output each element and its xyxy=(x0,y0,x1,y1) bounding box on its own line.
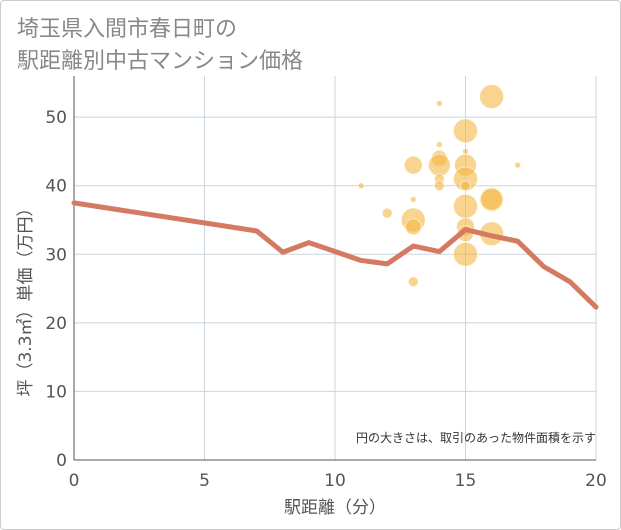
x-tick-label: 0 xyxy=(69,471,80,491)
y-tick-label: 0 xyxy=(56,451,67,471)
chart-title-line2: 駅距離別中古マンション価格 xyxy=(17,49,304,74)
bubble-point xyxy=(407,276,419,288)
bubble-point xyxy=(480,187,504,211)
x-tick-label: 10 xyxy=(324,471,346,491)
chart-title-line1: 埼玉県入間市春日町の xyxy=(17,17,238,42)
bubble-point xyxy=(357,182,365,190)
bubble-point xyxy=(404,218,422,236)
bubble-series xyxy=(357,84,522,288)
bubble-point xyxy=(381,207,393,219)
bubble-point xyxy=(427,153,451,177)
trend-line xyxy=(71,200,599,310)
x-axis-label: 駅距離（分） xyxy=(284,498,386,518)
bubble-point xyxy=(514,161,522,169)
x-tick-label: 20 xyxy=(585,471,607,491)
y-axis-label: 坪（3.3㎡）単価（万円） xyxy=(16,199,36,396)
size-annotation: 円の大きさは、取引のあった物件面積を示す xyxy=(356,430,596,445)
tick-labels: 0 5 10 15 20 0 10 20 30 40 50 xyxy=(45,108,606,491)
grid-lines xyxy=(73,76,597,461)
bubble-point xyxy=(453,241,478,267)
chart-title: 埼玉県入間市春日町の 駅距離別中古マンション価格 xyxy=(17,14,303,78)
trend-series xyxy=(71,200,599,310)
bubble-point xyxy=(433,180,445,192)
bubble-point xyxy=(460,180,471,192)
y-tick-label: 40 xyxy=(45,177,67,197)
x-tick-label: 5 xyxy=(199,471,210,491)
bubble-point xyxy=(453,193,478,219)
bubble-point xyxy=(403,155,423,175)
bubble-point xyxy=(453,118,478,144)
y-tick-label: 50 xyxy=(45,108,67,128)
bubble-point xyxy=(479,84,505,110)
bubble-point xyxy=(462,147,469,155)
y-tick-label: 10 xyxy=(45,382,67,402)
y-tick-label: 20 xyxy=(45,314,67,334)
x-tick-label: 15 xyxy=(455,471,477,491)
bubble-point xyxy=(435,99,443,107)
bubble-point xyxy=(409,195,417,203)
y-tick-label: 30 xyxy=(45,245,67,265)
bubble-point xyxy=(435,141,443,149)
